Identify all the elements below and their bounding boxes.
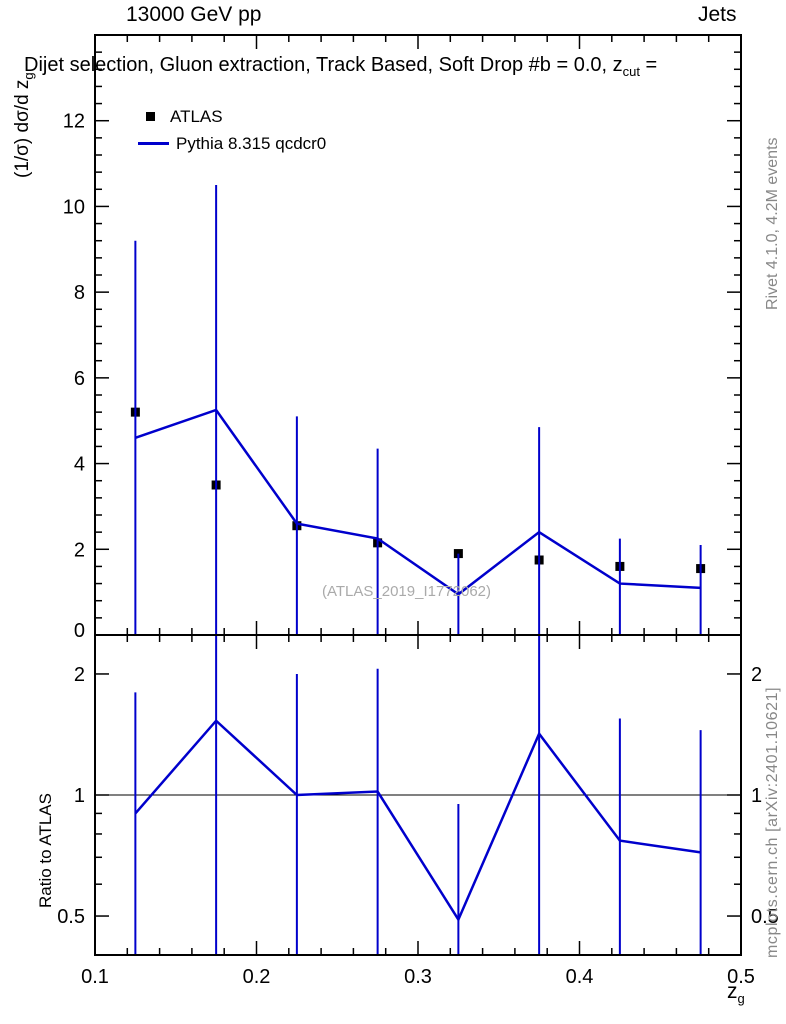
tick-label: 0.4 [566,966,594,988]
tick-label: 0.3 [404,966,432,988]
tick-label: 0.5 [751,906,779,928]
axis-ticks [94,34,742,956]
process-title: Jets [698,3,737,26]
selection-subtitle: Dijet selection, Gluon extraction, Track… [24,54,657,79]
subtitle-tail: = [639,54,658,76]
tick-label: 8 [74,282,85,304]
ratio-series [134,635,702,955]
rivet-version-note: Rivet 4.1.0, 4.2M events [764,137,781,310]
tick-label: 2 [74,664,85,686]
tick-label: 0 [74,620,85,642]
plot-frames [94,34,742,956]
y-axis-label-main-text: (1/σ) dσ/d z [12,79,33,178]
line-marker-icon [138,142,169,145]
analysis-id-watermark: (ATLAS_2019_I1772062) [322,583,492,600]
tick-label: 10 [63,196,85,218]
x-axis-label: zg [727,980,745,1006]
subtitle-text: Dijet selection, Gluon extraction, Track… [24,54,623,76]
tick-label: 0.2 [243,966,271,988]
x-axis-label-text: z [727,980,738,1003]
y-axis-label-main: (1/σ) dσ/d zg [12,72,36,178]
main-series [130,185,706,635]
subtitle-subscript: cut [622,64,640,79]
legend-label-atlas: ATLAS [170,106,223,126]
tick-label: 0.5 [57,906,85,928]
y-axis-label-main-sub: g [20,72,36,80]
y-axis-label-ratio: Ratio to ATLAS [36,793,55,908]
square-marker-icon [146,112,155,121]
tick-label: 0.5 [727,966,755,988]
x-axis-label-sub: g [737,991,745,1007]
tick-label: 6 [74,368,85,390]
tick-label: 12 [63,111,85,133]
legend-item-pythia: Pythia 8.315 qcdcr0 [138,130,326,157]
data-line [134,408,701,596]
legend-label-pythia: Pythia 8.315 qcdcr0 [176,133,327,153]
tick-label: 2 [74,539,85,561]
tick-label: 4 [74,454,85,476]
tick-label: 2 [751,664,762,686]
mcplots-reference-note: mcplots.cern.ch [arXiv:2401.10621] [764,686,781,958]
data-line [134,718,701,923]
legend-item-atlas: ATLAS [138,103,326,130]
tick-label: 1 [74,785,85,807]
legend: ATLAS Pythia 8.315 qcdcr0 [138,103,326,157]
beam-energy-title: 13000 GeV pp [126,3,262,26]
tick-label: 0.1 [81,966,109,988]
tick-label: 1 [751,785,762,807]
